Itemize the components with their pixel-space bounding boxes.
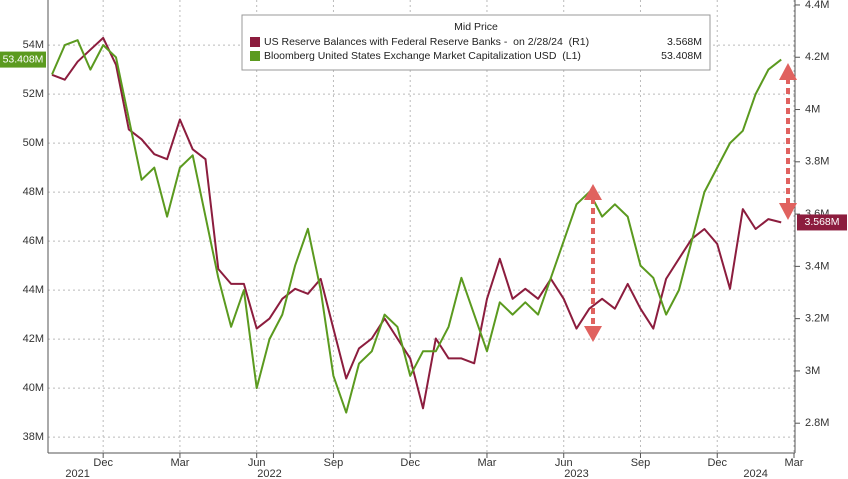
arrow-head	[779, 203, 797, 220]
y-tick-label: 38M	[23, 431, 44, 443]
y-tick-label: 48M	[23, 186, 44, 198]
year-label: 2024	[743, 468, 767, 479]
x-tick-label: Jun	[555, 457, 573, 469]
last-value-tag: 3.568M	[797, 214, 847, 231]
arrow-head	[779, 63, 797, 80]
x-tick-label: Mar	[477, 457, 496, 469]
series-line	[51, 39, 782, 414]
y-tick-label: 46M	[23, 235, 44, 247]
legend-swatch	[250, 37, 260, 47]
y2-tick-label: 3.8M	[805, 156, 829, 168]
x-tick-label: Mar	[170, 457, 189, 469]
lines	[51, 36, 782, 414]
legend: Mid Price US Reserve Balances with Feder…	[241, 14, 711, 71]
year-label: 2022	[257, 468, 281, 479]
x-tick-label: Dec	[93, 457, 113, 469]
legend-value: 3.568M	[667, 36, 702, 48]
y2-tick-label: 4M	[805, 103, 820, 115]
last-value-tag: 53.408M	[0, 51, 46, 68]
arrow-head	[584, 326, 602, 342]
y-tick-label: 54M	[23, 39, 44, 51]
series-line	[51, 36, 782, 410]
x-tick-label: Sep	[631, 457, 651, 469]
x-tick-label: Dec	[400, 457, 420, 469]
legend-box	[241, 14, 711, 71]
grid	[48, 0, 795, 453]
year-label: 2021	[65, 468, 89, 479]
annotation-arrows	[584, 63, 797, 342]
legend-value: 53.408M	[661, 50, 702, 62]
legend-label: Bloomberg United States Exchange Market …	[264, 50, 581, 62]
x-tick-label: Mar	[785, 457, 804, 469]
last-value-tag-box	[0, 51, 46, 68]
y2-tick-label: 2.8M	[805, 417, 829, 429]
x-tick-label: Sep	[324, 457, 344, 469]
y2-tick-label: 4.4M	[805, 0, 829, 11]
y2-tick-label: 3.4M	[805, 260, 829, 272]
legend-label: US Reserve Balances with Federal Reserve…	[264, 36, 589, 48]
last-value-tag-box	[797, 214, 847, 231]
y2-tick-label: 3M	[805, 365, 820, 377]
year-label: 2023	[564, 468, 588, 479]
last-value-label: 3.568M	[804, 216, 839, 228]
y-tick-label: 42M	[23, 333, 44, 345]
y2-tick-label: 4.2M	[805, 51, 829, 63]
x-tick-label: Dec	[707, 457, 727, 469]
y2-tick-label: 3.2M	[805, 313, 829, 325]
y-tick-label: 50M	[23, 137, 44, 149]
y-tick-label: 40M	[23, 382, 44, 394]
y-tick-label: 44M	[23, 284, 44, 296]
legend-title: Mid Price	[454, 21, 498, 33]
last-value-label: 53.408M	[3, 53, 44, 65]
legend-swatch	[250, 51, 260, 61]
x-tick-label: Jun	[248, 457, 266, 469]
y-tick-label: 52M	[23, 88, 44, 100]
arrow-head	[584, 184, 602, 200]
